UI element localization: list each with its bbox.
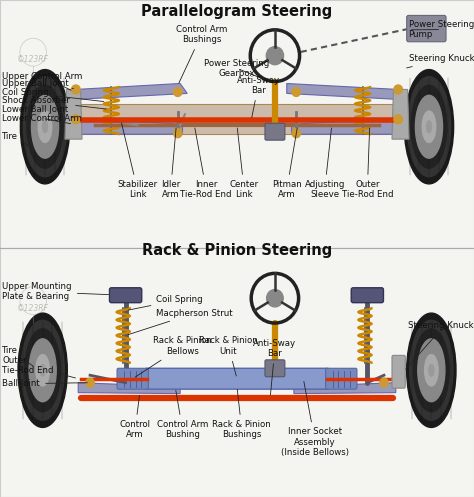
Text: Macpherson Strut: Macpherson Strut	[128, 309, 233, 334]
Circle shape	[292, 129, 301, 138]
Text: Tire: Tire	[2, 132, 28, 146]
Text: Lower Ball Joint: Lower Ball Joint	[2, 105, 73, 117]
FancyBboxPatch shape	[265, 360, 285, 377]
Ellipse shape	[20, 70, 70, 184]
Text: Upper Control Arm: Upper Control Arm	[2, 72, 83, 90]
Text: Upper Ball Joint: Upper Ball Joint	[2, 80, 73, 88]
FancyBboxPatch shape	[0, 248, 474, 497]
Text: Rack & Pinion
Unit: Rack & Pinion Unit	[199, 336, 258, 376]
Text: Lower Control Arm: Lower Control Arm	[2, 114, 82, 124]
FancyBboxPatch shape	[351, 288, 383, 303]
Circle shape	[72, 115, 80, 124]
FancyBboxPatch shape	[76, 104, 398, 134]
Ellipse shape	[36, 354, 49, 386]
FancyBboxPatch shape	[326, 368, 357, 389]
Polygon shape	[287, 83, 398, 99]
Ellipse shape	[410, 320, 453, 420]
Text: ©123RF: ©123RF	[17, 55, 48, 64]
FancyBboxPatch shape	[0, 0, 474, 248]
Text: Stabilizer
Link: Stabilizer Link	[118, 123, 157, 199]
Ellipse shape	[18, 313, 67, 427]
Ellipse shape	[418, 339, 445, 402]
Ellipse shape	[27, 85, 63, 168]
Ellipse shape	[404, 70, 454, 184]
Polygon shape	[392, 89, 409, 139]
Text: Anti-Sway
Bar: Anti-Sway Bar	[237, 76, 280, 118]
Text: Shock Absorber: Shock Absorber	[2, 96, 106, 109]
Circle shape	[173, 129, 182, 138]
Circle shape	[266, 289, 283, 307]
Polygon shape	[76, 83, 187, 99]
Polygon shape	[294, 383, 396, 394]
Ellipse shape	[23, 77, 66, 177]
Ellipse shape	[38, 111, 52, 143]
Text: Idler
Arm: Idler Arm	[161, 128, 180, 199]
Ellipse shape	[415, 95, 443, 158]
Ellipse shape	[21, 320, 64, 420]
FancyBboxPatch shape	[407, 15, 446, 42]
Text: Coil Spring: Coil Spring	[2, 88, 104, 101]
Polygon shape	[78, 383, 180, 394]
Circle shape	[394, 115, 402, 124]
Ellipse shape	[411, 85, 447, 168]
Ellipse shape	[427, 121, 431, 132]
Ellipse shape	[407, 313, 456, 427]
Circle shape	[266, 47, 283, 65]
Text: Center
Link: Center Link	[229, 128, 259, 199]
Text: Ball Joint: Ball Joint	[2, 379, 87, 388]
FancyBboxPatch shape	[145, 368, 329, 389]
Ellipse shape	[425, 354, 438, 386]
Polygon shape	[65, 89, 82, 139]
Ellipse shape	[429, 365, 434, 376]
FancyBboxPatch shape	[265, 123, 285, 140]
Text: Steering Knuckle: Steering Knuckle	[406, 321, 474, 369]
Ellipse shape	[43, 121, 47, 132]
Circle shape	[380, 378, 388, 387]
Text: Coil Spring: Coil Spring	[128, 295, 203, 310]
Text: Outer
Tie-Rod End: Outer Tie-Rod End	[342, 128, 393, 199]
Text: Control Arm
Bushings: Control Arm Bushings	[176, 25, 227, 83]
Polygon shape	[76, 118, 182, 134]
Text: Outer
Tie-Rod End: Outer Tie-Rod End	[2, 355, 75, 378]
Text: Power Steering
Pump: Power Steering Pump	[409, 20, 474, 39]
Ellipse shape	[25, 329, 61, 412]
Text: Tire: Tire	[2, 346, 33, 366]
Circle shape	[292, 87, 301, 96]
Ellipse shape	[29, 339, 56, 402]
Text: Inner Socket
Assembly
(Inside Bellows): Inner Socket Assembly (Inside Bellows)	[281, 381, 349, 457]
FancyBboxPatch shape	[117, 368, 148, 389]
Text: Power Steering
Gearbox: Power Steering Gearbox	[204, 59, 270, 79]
Text: Inner
Tie-Rod End: Inner Tie-Rod End	[181, 128, 232, 199]
Text: Rack & Pinion
Bushings: Rack & Pinion Bushings	[212, 390, 271, 439]
Circle shape	[173, 87, 182, 96]
Polygon shape	[292, 118, 398, 134]
FancyBboxPatch shape	[109, 288, 142, 303]
Text: ©123RF: ©123RF	[17, 304, 48, 313]
Text: Rack & Pinion
Bellows: Rack & Pinion Bellows	[135, 336, 212, 377]
Text: Adjusting
Sleeve: Adjusting Sleeve	[304, 128, 345, 199]
Ellipse shape	[407, 77, 450, 177]
Ellipse shape	[413, 329, 449, 412]
Ellipse shape	[40, 365, 45, 376]
Circle shape	[394, 85, 402, 94]
Text: Pitman
Arm: Pitman Arm	[272, 128, 301, 199]
Ellipse shape	[31, 95, 59, 158]
Text: Rack & Pinion Steering: Rack & Pinion Steering	[142, 244, 332, 258]
Ellipse shape	[422, 111, 436, 143]
Text: Control Arm
Bushing: Control Arm Bushing	[157, 391, 208, 439]
Text: Parallelogram Steering: Parallelogram Steering	[141, 4, 333, 19]
Circle shape	[72, 85, 80, 94]
Text: Control
Arm: Control Arm	[119, 396, 151, 439]
Circle shape	[86, 378, 94, 387]
Text: Steering Knuckle: Steering Knuckle	[407, 54, 474, 68]
Text: Upper Mounting
Plate & Bearing: Upper Mounting Plate & Bearing	[2, 282, 109, 302]
Text: Anti-Sway
Bar: Anti-Sway Bar	[254, 339, 296, 395]
FancyBboxPatch shape	[392, 355, 405, 388]
